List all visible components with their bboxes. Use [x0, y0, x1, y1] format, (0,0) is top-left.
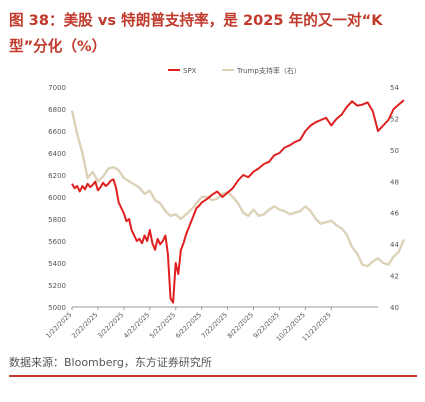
x-tick-label: 8/22/2025 — [226, 311, 255, 340]
source-note: 数据来源：Bloomberg，东方证券研究所 — [9, 356, 212, 369]
y-left-tick-label: 6800 — [48, 106, 66, 114]
y-left-tick-label: 6000 — [48, 194, 66, 202]
x-tick-label: 6/22/2025 — [174, 311, 203, 340]
y-left-tick-label: 6400 — [48, 150, 66, 158]
y-right-tick-label: 42 — [390, 273, 399, 281]
y-left-tick-label: 5200 — [48, 282, 66, 290]
series-layer — [70, 99, 406, 304]
trump-approval-series-line — [70, 110, 406, 268]
y-right-tick-label: 46 — [390, 210, 399, 218]
legend: SPX Trump支持率（右） — [168, 66, 301, 75]
y-left-tick-label: 6600 — [48, 128, 66, 136]
y-right-tick-label: 54 — [390, 84, 399, 92]
y-left-tick-label: 5000 — [48, 304, 66, 312]
x-tick-label: 2/22/2025 — [70, 311, 99, 340]
x-tick-label: 3/22/2025 — [96, 311, 125, 340]
y-left-tick-label: 5800 — [48, 216, 66, 224]
line-chart: SPX Trump支持率（右） 5000 5200 5400 5600 5800 6000 6… — [44, 66, 406, 343]
y-right-tick-label: 52 — [390, 115, 399, 123]
y-left-tick-label: 5600 — [48, 238, 66, 246]
y-right-tick-label: 48 — [390, 178, 399, 186]
y-right-tick-label: 40 — [390, 304, 399, 312]
spx-series-line — [71, 99, 405, 304]
bottom-rule — [9, 375, 417, 377]
x-tick-label: 1/22/2025 — [44, 311, 73, 340]
axes: 5000 5200 5400 5600 5800 6000 6200 6400 6600 6800… — [44, 84, 399, 343]
x-tick-label: 7/22/2025 — [200, 311, 229, 340]
x-tick-label: 5/22/2025 — [148, 311, 177, 340]
legend-label: SPX — [183, 67, 197, 75]
y-right-tick-label: 44 — [390, 241, 399, 249]
y-left-tick-label: 6200 — [48, 172, 66, 180]
x-tick-label: 4/22/2025 — [122, 311, 151, 340]
y-left-tick-label: 5400 — [48, 260, 66, 268]
y-right-tick-label: 50 — [390, 147, 399, 155]
chart-title: 图 38：美股 vs 特朗普支持率，是 2025 年的又一对“K 型”分化（%） — [9, 12, 383, 55]
legend-label: Trump支持率（右） — [236, 66, 301, 75]
y-left-tick-label: 7000 — [48, 84, 66, 92]
